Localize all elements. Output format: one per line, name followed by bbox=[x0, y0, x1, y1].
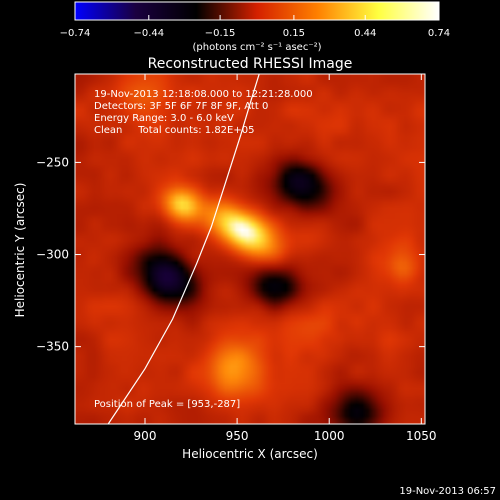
colorbar-tick-label: 0.74 bbox=[428, 28, 450, 39]
heatmap-image bbox=[75, 74, 425, 424]
x-axis-label: Heliocentric X (arcsec) bbox=[182, 447, 318, 461]
y-tick-label: −350 bbox=[36, 340, 69, 354]
axis-ticks: 900 950 1000 1050 −250 −300 −350 bbox=[36, 74, 437, 443]
plot-frame bbox=[74, 73, 426, 425]
x-tick-label: 900 bbox=[134, 429, 157, 443]
y-axis-label: Heliocentric Y (arcsec) bbox=[13, 183, 27, 318]
annotation-detectors: Detectors: 3F 5F 6F 7F 8F 9F, Att 0 bbox=[94, 101, 268, 112]
colorbar-tick-label: −0.74 bbox=[60, 28, 91, 39]
annotation-clean-counts: Clean Total counts: 1.82E+05 bbox=[94, 125, 254, 136]
colorbar-ticks: −0.74 −0.44 −0.15 0.15 0.44 0.74 bbox=[60, 15, 450, 39]
footer-timestamp: 19-Nov-2013 06:57 bbox=[399, 486, 496, 497]
colorbar-tick-label: −0.44 bbox=[133, 28, 164, 39]
x-tick-label: 1000 bbox=[314, 429, 345, 443]
annotation-peak-position: Position of Peak = [953,-287] bbox=[94, 399, 240, 410]
chart-title: Reconstructed RHESSI Image bbox=[148, 56, 353, 72]
y-tick-label: −300 bbox=[36, 248, 69, 262]
colorbar-tick-label: −0.15 bbox=[205, 28, 236, 39]
colorbar-unit-label: (photons cm⁻² s⁻¹ asec⁻²) bbox=[192, 42, 321, 53]
x-tick-label: 1050 bbox=[406, 429, 437, 443]
solar-limb-curve bbox=[107, 74, 260, 424]
x-tick-label: 950 bbox=[226, 429, 249, 443]
y-tick-label: −250 bbox=[36, 155, 69, 169]
annotation-time-range: 19-Nov-2013 12:18:08.000 to 12:21:28.000 bbox=[94, 89, 313, 100]
colorbar bbox=[74, 1, 440, 21]
annotation-energy-range: Energy Range: 3.0 - 6.0 keV bbox=[94, 113, 234, 124]
colorbar-tick-label: 0.44 bbox=[354, 28, 376, 39]
colorbar-tick-label: 0.15 bbox=[283, 28, 305, 39]
